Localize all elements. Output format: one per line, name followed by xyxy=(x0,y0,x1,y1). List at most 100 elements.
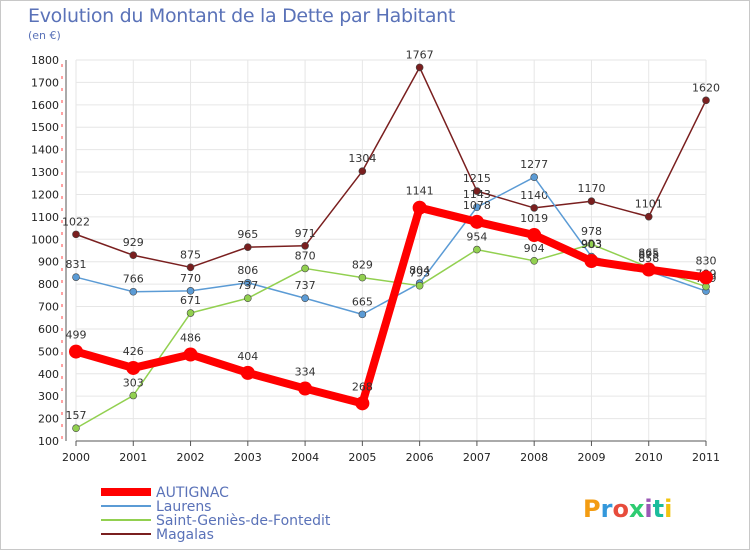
data-label: 870 xyxy=(295,249,316,262)
data-point xyxy=(469,214,484,229)
data-point xyxy=(186,309,195,317)
y-tick-label: 900 xyxy=(38,256,59,269)
y-tick-label: 700 xyxy=(38,301,59,314)
data-label: 804 xyxy=(409,264,430,277)
data-label: 1101 xyxy=(635,198,663,211)
legend-label: Laurens xyxy=(156,499,211,515)
series-line xyxy=(72,203,710,408)
data-label: 1277 xyxy=(520,158,548,171)
plot-area xyxy=(76,60,706,441)
data-point xyxy=(587,240,596,249)
data-label: 904 xyxy=(524,242,545,255)
x-tick-label: 2007 xyxy=(463,451,491,464)
data-label: 1078 xyxy=(463,199,491,212)
chart-title: Evolution du Montant de la Dette par Hab… xyxy=(28,5,456,27)
data-point xyxy=(72,230,80,239)
data-label: 157 xyxy=(66,409,87,422)
data-label: 954 xyxy=(466,231,487,244)
data-label: 1215 xyxy=(463,172,491,185)
x-tick-label: 2004 xyxy=(291,451,319,464)
data-point xyxy=(183,347,198,362)
y-tick-label: 1700 xyxy=(31,76,59,89)
data-point xyxy=(69,344,83,359)
x-tick-label: 2010 xyxy=(635,451,663,464)
data-point xyxy=(473,203,481,212)
data-label: 766 xyxy=(123,273,144,286)
x-tick-label: 2002 xyxy=(177,451,205,464)
data-point xyxy=(129,287,138,296)
x-tick-label: 2008 xyxy=(520,451,548,464)
data-point xyxy=(129,251,138,260)
x-tick-label: 2000 xyxy=(62,451,90,464)
data-label: 831 xyxy=(66,258,87,271)
data-label: 1620 xyxy=(692,81,720,94)
y-tick-label: 1400 xyxy=(31,144,59,157)
legend-label: Magalas xyxy=(156,527,214,543)
data-point xyxy=(244,243,252,251)
data-label: 1304 xyxy=(348,152,376,165)
data-point xyxy=(587,197,596,205)
y-tick-label: 200 xyxy=(38,413,59,426)
data-label: 665 xyxy=(352,295,373,308)
x-tick-label: 2011 xyxy=(692,451,720,464)
data-label: 404 xyxy=(237,350,258,363)
data-label: 426 xyxy=(123,345,144,358)
data-label: 978 xyxy=(581,225,602,238)
data-point xyxy=(473,187,481,195)
data-point xyxy=(415,281,424,290)
y-tick-label: 1800 xyxy=(31,54,59,67)
data-point xyxy=(358,273,367,282)
data-point xyxy=(301,241,309,250)
data-label: 1022 xyxy=(62,215,90,228)
data-label: 499 xyxy=(66,329,87,342)
data-label: 830 xyxy=(696,254,717,267)
data-point xyxy=(301,264,309,273)
data-label: 865 xyxy=(638,247,659,260)
data-point xyxy=(415,63,424,72)
data-label: 268 xyxy=(352,380,373,393)
data-label: 770 xyxy=(180,272,201,285)
data-label: 1143 xyxy=(463,188,491,201)
y-tick-label: 1300 xyxy=(31,166,59,179)
data-point xyxy=(301,294,309,303)
data-point xyxy=(355,396,370,411)
y-tick-label: 1200 xyxy=(31,188,59,201)
y-tick-label: 1600 xyxy=(31,99,59,112)
data-label: 965 xyxy=(237,228,258,241)
data-label: 1767 xyxy=(406,48,434,61)
data-point xyxy=(699,270,713,285)
data-label: 971 xyxy=(295,227,316,240)
data-label: 793 xyxy=(409,267,430,280)
data-point xyxy=(244,278,252,287)
data-label: 1141 xyxy=(406,185,434,198)
data-label: 334 xyxy=(295,366,316,379)
y-tick-label: 1100 xyxy=(31,211,59,224)
data-point xyxy=(186,263,195,272)
data-point xyxy=(641,262,656,277)
data-label: 829 xyxy=(352,259,373,272)
y-tick-label: 500 xyxy=(38,345,59,358)
series-line xyxy=(75,243,707,429)
y-tick-label: 800 xyxy=(38,278,59,291)
data-point xyxy=(584,254,599,269)
data-point xyxy=(358,310,367,319)
proxiti-logo: Proxiti xyxy=(583,495,672,523)
data-point xyxy=(530,173,538,182)
y-tick-label: 300 xyxy=(38,390,59,403)
data-point xyxy=(530,257,538,265)
data-point xyxy=(530,204,538,212)
data-label: 875 xyxy=(180,248,201,261)
data-label: 303 xyxy=(123,377,144,390)
y-tick-label: 600 xyxy=(38,323,59,336)
data-point xyxy=(412,200,427,215)
data-label: 1170 xyxy=(577,182,605,195)
y-tick-label: 1000 xyxy=(31,233,59,246)
data-label: 486 xyxy=(180,331,201,344)
data-point xyxy=(240,365,255,380)
series-line xyxy=(75,66,707,269)
legend-label: AUTIGNAC xyxy=(156,485,229,501)
data-label: 875 xyxy=(638,248,659,261)
data-point xyxy=(473,245,481,254)
